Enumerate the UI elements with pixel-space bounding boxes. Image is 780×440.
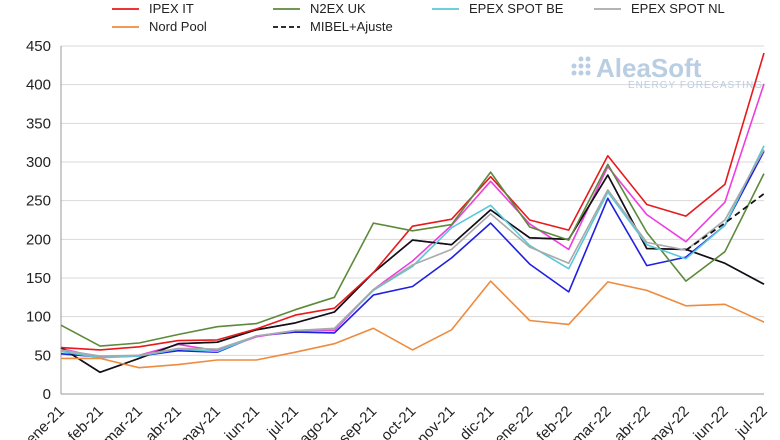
legend-item: EPEX SPOT NL (594, 1, 725, 16)
legend-item: N2EX UK (273, 1, 366, 16)
x-tick-label: sep-21 (336, 403, 380, 440)
legend-item: IPEX IT (112, 1, 194, 16)
x-tick-label: ene-21 (23, 403, 68, 440)
y-tick-label: 350 (26, 115, 51, 132)
x-tick-label: dic-21 (457, 403, 498, 440)
legend-label: EPEX SPOT BE (469, 1, 564, 16)
x-tick-label: jul-22 (732, 403, 771, 440)
series-line-mibel-es (60, 174, 765, 374)
series-line-epex-spot-de (60, 150, 765, 358)
y-tick-label: 450 (26, 38, 51, 55)
legend-item: Nord Pool (112, 19, 207, 34)
legend-label: IPEX IT (149, 1, 194, 16)
legend: EPEX SPOT DEEPEX SPOT FRMIBEL PTMIBEL ES… (112, 1, 725, 34)
series-line-n2ex-uk (60, 163, 765, 347)
x-tick-label: nov-21 (414, 403, 458, 440)
watermark-tagline: ENERGY FORECASTING (628, 80, 763, 91)
y-tick-label: 100 (26, 309, 51, 326)
series-line-mibel-ajuste (685, 192, 765, 251)
x-tick-label: jun-21 (221, 403, 263, 440)
legend-label: MIBEL+Ajuste (310, 19, 393, 34)
y-tick-label: 300 (26, 154, 51, 171)
series-line-nord-pool (61, 280, 765, 369)
x-tick-label: feb-21 (65, 403, 107, 440)
legend-label: N2EX UK (310, 1, 366, 16)
y-tick-label: 50 (34, 347, 51, 364)
y-tick-label: 0 (43, 386, 51, 403)
x-tick-label: abr-22 (611, 403, 654, 440)
y-tick-label: 150 (26, 270, 51, 287)
x-tick-label: abr-21 (142, 403, 185, 440)
watermark-brand: AleaSoft (596, 53, 702, 83)
legend-label: Nord Pool (149, 19, 207, 34)
x-tick-label: may-22 (645, 403, 692, 440)
legend-item: MIBEL+Ajuste (273, 19, 393, 34)
legend-item: EPEX SPOT BE (432, 1, 564, 16)
y-tick-label: 200 (26, 231, 51, 248)
aleasoft-watermark: AleaSoft ENERGY FORECASTING (571, 53, 763, 91)
x-tick-label: oct-21 (378, 403, 420, 440)
x-tick-label: ago-21 (296, 403, 341, 440)
series-line-epex-spot-be (60, 145, 765, 359)
series-lines (60, 52, 765, 374)
x-tick-label: mar-21 (100, 403, 146, 440)
y-tick-label: 250 (26, 193, 51, 210)
aleasoft-dots-icon (571, 56, 591, 76)
x-tick-label: mar-22 (569, 403, 615, 440)
legend-label: EPEX SPOT NL (631, 1, 725, 16)
series-line-ipex-it (60, 52, 765, 351)
x-tick-label: jun-22 (690, 403, 732, 440)
x-tick-label: may-21 (177, 403, 224, 440)
series-line-epex-spot-nl (60, 149, 765, 357)
x-tick-label: ene-22 (491, 403, 536, 440)
y-tick-label: 400 (26, 77, 51, 94)
x-tick-label: feb-22 (533, 403, 575, 440)
